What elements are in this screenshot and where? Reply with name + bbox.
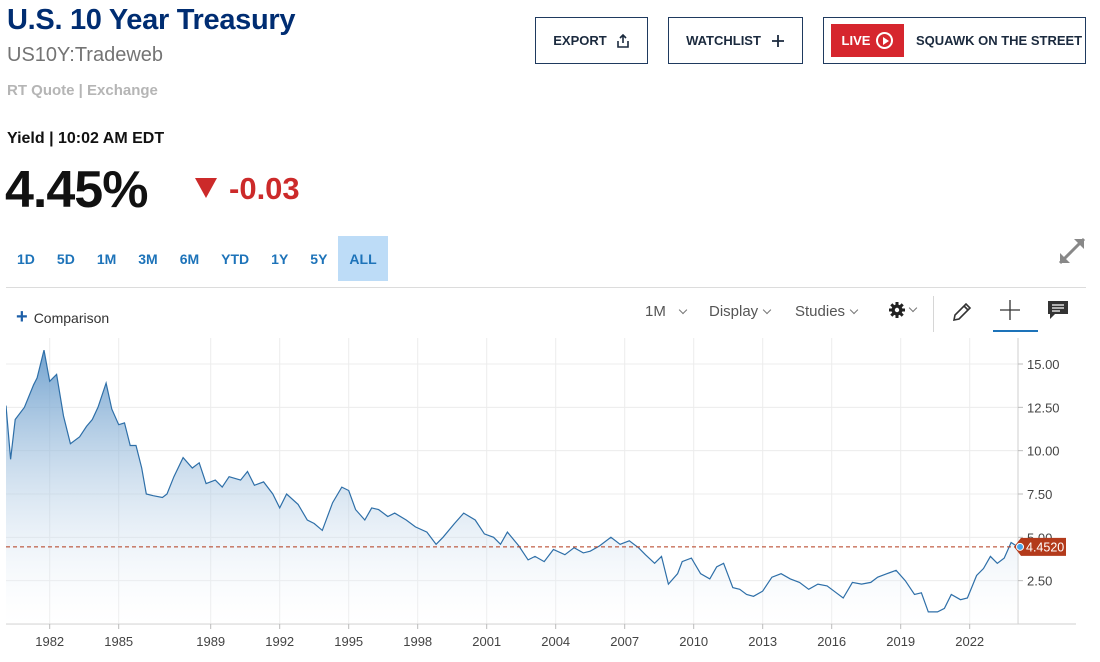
display-dropdown[interactable]: Display — [709, 303, 772, 320]
range-selector: 1D 5D 1M 3M 6M YTD 1Y 5Y ALL — [6, 236, 388, 281]
gear-icon — [889, 302, 905, 319]
x-tick-label: 2004 — [541, 634, 570, 649]
interval-dropdown[interactable]: 1M — [645, 303, 688, 320]
page-title: U.S. 10 Year Treasury — [7, 4, 296, 36]
studies-dropdown[interactable]: Studies — [795, 303, 859, 320]
range-5d[interactable]: 5D — [56, 250, 75, 267]
crosshair-icon[interactable] — [998, 298, 1022, 322]
x-tick-label: 2013 — [748, 634, 777, 649]
x-tick-label: 1992 — [265, 634, 294, 649]
yield-area — [6, 350, 1018, 624]
chevron-down-icon — [849, 305, 859, 315]
comment-icon[interactable] — [1047, 300, 1069, 320]
x-tick-label: 2001 — [472, 634, 501, 649]
chevron-down-icon — [678, 305, 688, 315]
comparison-label: Comparison — [33, 309, 110, 326]
x-tick-label: 2010 — [679, 634, 708, 649]
symbol-label: US10Y:Tradeweb — [7, 44, 164, 66]
x-tick-label: 1998 — [403, 634, 432, 649]
expand-icon[interactable] — [1057, 236, 1087, 266]
toolbar-separator — [933, 296, 934, 332]
chevron-down-icon — [908, 303, 918, 313]
live-badge: LIVE — [831, 24, 904, 57]
x-tick-label: 2007 — [610, 634, 639, 649]
watchlist-label: WATCHLIST — [686, 33, 761, 48]
x-tick-label: 1982 — [35, 634, 64, 649]
y-tick-label: 12.50 — [1027, 400, 1060, 415]
range-1m[interactable]: 1M — [96, 250, 117, 267]
section-divider — [6, 287, 1086, 288]
price-change: -0.03 — [229, 171, 300, 206]
plus-icon: + — [16, 306, 28, 328]
squawk-label: SQUAWK ON THE STREET — [916, 33, 1083, 48]
current-price: 4.45% — [5, 161, 148, 219]
live-label: LIVE — [841, 33, 871, 48]
x-tick-label: 1995 — [334, 634, 363, 649]
chevron-down-icon — [762, 305, 772, 315]
plus-icon — [771, 34, 784, 47]
quote-source: RT Quote | Exchange — [7, 82, 158, 99]
x-tick-label: 1985 — [104, 634, 133, 649]
pencil-icon[interactable] — [950, 300, 974, 324]
down-arrow-icon — [195, 178, 217, 198]
share-icon — [616, 33, 629, 48]
interval-label: 1M — [645, 303, 666, 320]
x-tick-label: 1989 — [196, 634, 225, 649]
comparison-button[interactable]: + Comparison — [16, 306, 109, 329]
y-tick-label: 10.00 — [1027, 444, 1060, 459]
yield-timestamp: Yield | 10:02 AM EDT — [7, 130, 165, 147]
range-5y[interactable]: 5Y — [310, 250, 328, 267]
display-label: Display — [709, 303, 759, 320]
yield-line — [6, 349, 1019, 613]
range-ytd[interactable]: YTD — [221, 250, 250, 267]
studies-label: Studies — [795, 303, 846, 320]
settings-dropdown[interactable] — [888, 301, 918, 319]
x-tick-label: 2022 — [955, 634, 984, 649]
export-button[interactable]: EXPORT — [535, 17, 648, 64]
x-tick-label: 2019 — [886, 634, 915, 649]
range-all[interactable]: ALL — [338, 236, 388, 281]
current-value-dot — [1016, 542, 1024, 551]
range-6m[interactable]: 6M — [179, 250, 200, 267]
live-squawk-button[interactable]: LIVE SQUAWK ON THE STREET — [823, 17, 1086, 64]
current-value-label: 4.4520 — [1026, 540, 1064, 554]
x-tick-label: 2016 — [817, 634, 846, 649]
x-axis: 1982 1985 1989 1992 1995 1998 2001 2004 2007 2010… — [35, 624, 984, 649]
y-tick-label: 2.50 — [1027, 574, 1052, 589]
y-tick-label: 15.00 — [1027, 357, 1060, 372]
range-1d[interactable]: 1D — [17, 250, 35, 267]
export-label: EXPORT — [553, 33, 607, 48]
play-icon — [876, 32, 894, 49]
current-value-tag — [1014, 537, 1066, 556]
crosshair-active-indicator — [993, 330, 1038, 332]
range-1y[interactable]: 1Y — [271, 250, 289, 267]
y-tick-label: 7.50 — [1027, 487, 1052, 502]
current-value-marker: 4.4520 — [1014, 537, 1066, 556]
watchlist-button[interactable]: WATCHLIST — [668, 17, 803, 64]
range-3m[interactable]: 3M — [138, 250, 158, 267]
